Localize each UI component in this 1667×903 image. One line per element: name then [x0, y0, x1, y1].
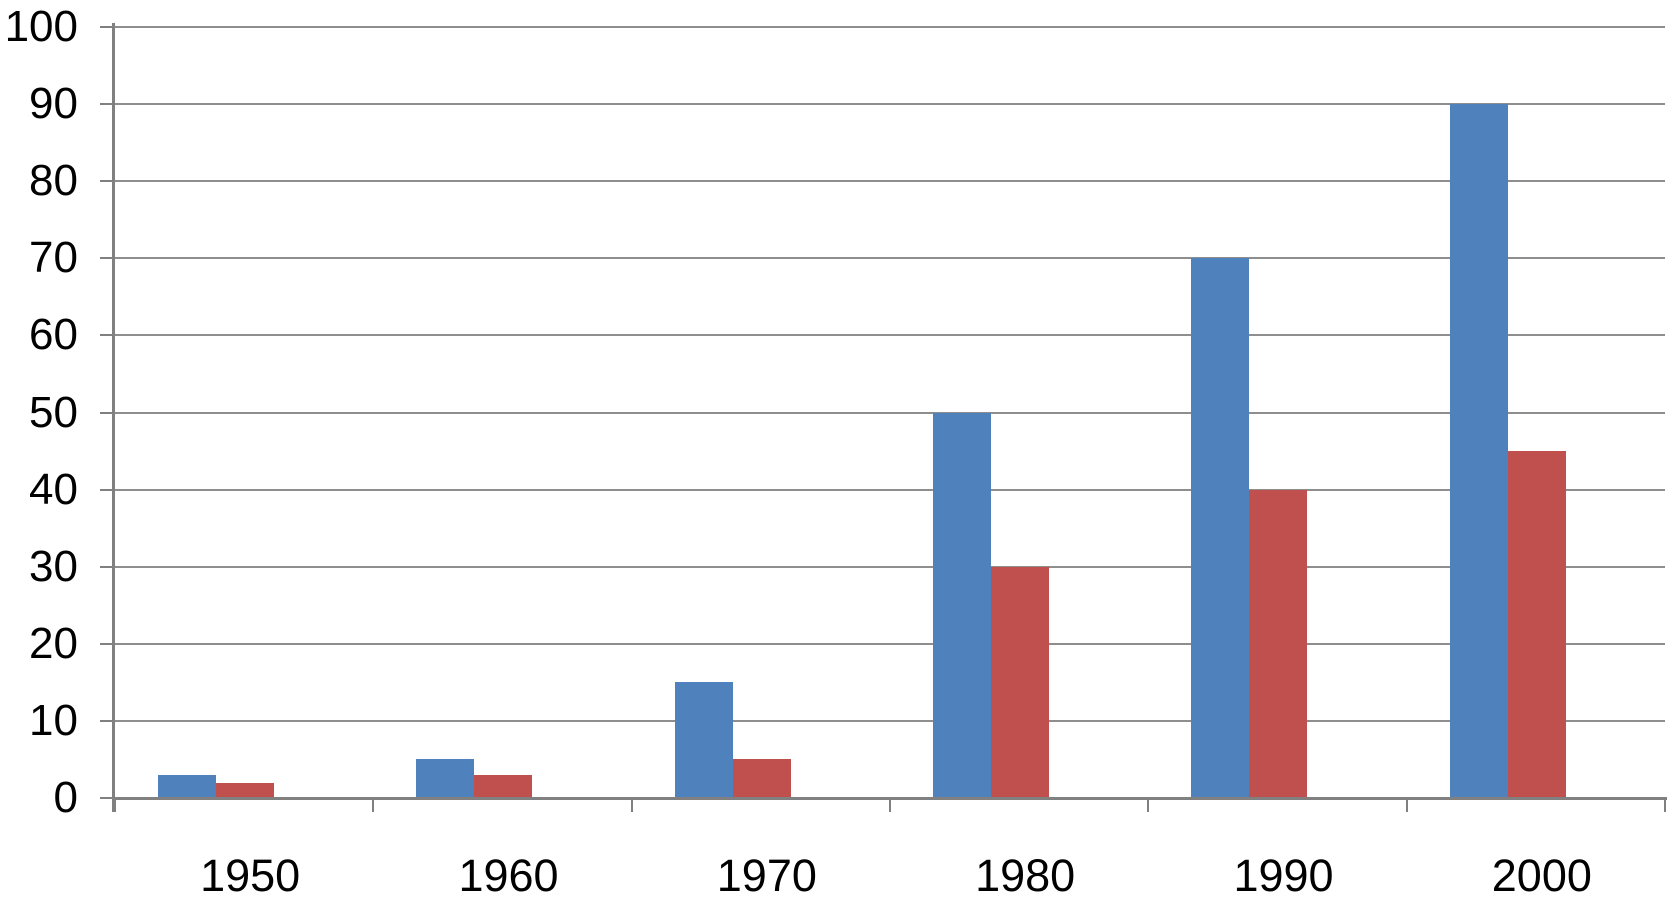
x-axis-tick-5	[1405, 798, 1408, 812]
x-axis-tick-3	[889, 798, 891, 812]
bar-red-1980	[991, 566, 1049, 798]
gridline-60	[115, 334, 1665, 337]
y-axis-tick-90	[100, 103, 115, 106]
y-axis-label-10: 10	[29, 695, 78, 745]
gridline-90	[115, 103, 1665, 106]
gridline-100	[115, 26, 1665, 28]
bar-blue-1980	[932, 412, 991, 798]
y-axis-label-80: 80	[29, 156, 78, 206]
x-axis-label-1990: 1990	[1233, 850, 1334, 901]
y-axis-tick-40	[100, 488, 115, 491]
y-axis-tick-30	[100, 565, 115, 568]
y-axis-tick-0	[100, 797, 115, 799]
y-axis-label-20: 20	[29, 618, 78, 668]
x-axis-tick-4	[1147, 798, 1150, 812]
y-axis-label-50: 50	[29, 387, 78, 437]
bar-red-1970	[732, 759, 791, 798]
y-axis-line	[112, 23, 115, 812]
y-axis-tick-100	[100, 26, 115, 28]
x-axis-label-2000: 2000	[1491, 850, 1592, 901]
bar-blue-2000	[1449, 104, 1508, 798]
x-axis-label-1960: 1960	[458, 850, 559, 901]
bar-blue-1970	[674, 682, 733, 798]
bar-red-1990	[1249, 489, 1308, 798]
bar-red-1950	[216, 782, 274, 798]
y-axis-tick-10	[100, 719, 115, 722]
x-axis-tick-6	[1664, 798, 1666, 812]
x-axis-tick-1	[372, 798, 375, 812]
y-axis-label-100: 100	[4, 2, 78, 51]
x-axis-tick-0	[114, 798, 116, 812]
x-axis-line	[112, 797, 1667, 800]
x-axis-label-1970: 1970	[716, 850, 817, 901]
bar-red-2000	[1507, 451, 1566, 798]
x-axis-label-1980: 1980	[975, 850, 1076, 901]
x-axis-tick-2	[630, 798, 633, 812]
bar-red-1960	[474, 774, 533, 798]
gridline-40	[115, 488, 1665, 491]
gridline-30	[115, 565, 1665, 568]
bar-blue-1990	[1191, 258, 1250, 798]
gridline-10	[115, 719, 1665, 722]
x-axis-label-1950: 1950	[200, 850, 301, 901]
y-axis-tick-50	[100, 411, 115, 414]
gridline-20	[115, 642, 1665, 645]
gridline-80	[115, 180, 1665, 183]
y-axis-label-30: 30	[29, 541, 78, 591]
y-axis-tick-60	[100, 334, 115, 337]
gridline-50	[115, 411, 1665, 414]
y-axis-tick-80	[100, 180, 115, 183]
y-axis-label-90: 90	[29, 79, 78, 129]
y-axis-label-0: 0	[53, 773, 78, 822]
y-axis-tick-70	[100, 257, 115, 260]
y-axis-tick-20	[100, 642, 115, 645]
gridline-70	[115, 257, 1665, 260]
y-axis-label-70: 70	[29, 233, 78, 283]
bar-blue-1950	[157, 774, 216, 798]
y-axis-label-40: 40	[29, 464, 78, 514]
y-axis-label-60: 60	[29, 310, 78, 360]
bar-blue-1960	[416, 759, 475, 798]
